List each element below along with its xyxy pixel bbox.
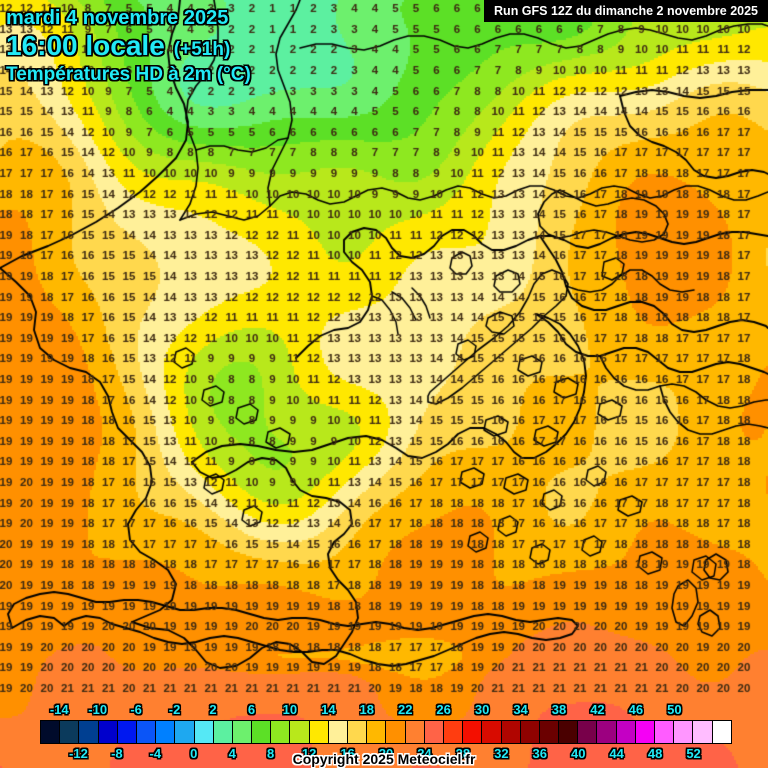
legend-tick-label: 50 [667,702,682,717]
legend-tick-label: 18 [359,702,374,717]
legend-swatch [348,721,368,743]
legend-tick-label: 40 [570,746,586,761]
legend-swatch [213,721,233,743]
legend-swatch [424,721,444,743]
legend-tick-label: 28 [455,746,471,761]
legend-swatch [175,721,195,743]
legend-tick-label: 26 [436,702,451,717]
legend-swatch [98,721,118,743]
legend-swatch [252,721,272,743]
legend-swatch [232,721,253,743]
legend-tick-label: 0 [190,746,198,761]
legend-tick-label: 42 [590,702,605,717]
legend-tick-label: -8 [111,746,123,761]
legend-tick-label: 14 [321,702,336,717]
legend-swatch [60,721,80,743]
legend-swatch [482,721,502,743]
color-scale-legend[interactable]: -14 -10 -6 -2 2 6 10 14 18 22 26 30 34 38 42 46 50 -12 -8… [0,700,768,768]
legend-tick-label: 44 [609,746,624,761]
legend-tick-label: 6 [247,702,256,717]
legend-swatch [443,721,464,743]
legend-swatch [79,721,99,743]
legend-tick-label: 2 [209,702,217,717]
legend-swatch [616,721,636,743]
legend-tick-label: 10 [282,702,298,717]
legend-tick-label: -10 [88,702,108,717]
legend-tick-label: 20 [378,746,394,761]
legend-swatch [156,721,176,743]
legend-tick-label: -6 [130,702,142,717]
copyright-notice: Copyright 2025 Meteociel.fr [292,751,476,767]
legend-swatch [136,721,157,743]
legend-swatch [41,721,61,743]
legend-swatch [405,721,425,743]
legend-swatch [578,721,598,743]
legend-swatch [559,721,579,743]
legend-swatch [194,721,214,743]
legend-swatch [712,721,731,743]
legend-swatch [539,721,560,743]
legend-tick-label: -4 [149,746,162,761]
legend-tick-label: 34 [513,702,528,717]
model-run-banner: Run GFS 12Z du dimanche 2 novembre 2025 [484,0,768,22]
legend-swatch [463,721,483,743]
legend-tick-label: 36 [532,746,547,761]
legend-tick-label: 46 [628,702,644,717]
legend-swatch [635,721,655,743]
legend-tick-label: -2 [168,702,181,717]
legend-tick-label: 24 [417,746,432,761]
legend-tick-label: -12 [69,746,88,761]
legend-tick-label: 30 [474,702,490,717]
legend-swatch [367,721,387,743]
legend-swatch [674,721,694,743]
legend-tick-label: 38 [551,702,567,717]
legend-swatch [309,721,329,743]
legend-tick-label: -14 [49,702,69,717]
legend-swatch [117,721,137,743]
legend-swatch [328,721,348,743]
legend-tick-label: 52 [686,746,701,761]
legend-swatch [655,721,675,743]
legend-tick-label: 12 [301,746,317,761]
legend-tick-label: 22 [397,702,413,717]
model-run-text: Run GFS 12Z du dimanche 2 novembre 2025 [494,4,758,18]
legend-tick-label: 32 [494,746,509,761]
legend-swatch [520,721,540,743]
legend-tick-label: 16 [340,746,355,761]
legend-swatch [501,721,521,743]
legend-tick-label: 48 [647,746,663,761]
legend-color-bar[interactable] [40,720,732,744]
legend-tick-label: 8 [267,746,275,761]
legend-tick-label: 4 [228,746,236,761]
legend-swatch [386,721,406,743]
legend-swatch [271,721,291,743]
legend-swatch [597,721,617,743]
legend-swatch [693,721,713,743]
legend-swatch [290,721,310,743]
